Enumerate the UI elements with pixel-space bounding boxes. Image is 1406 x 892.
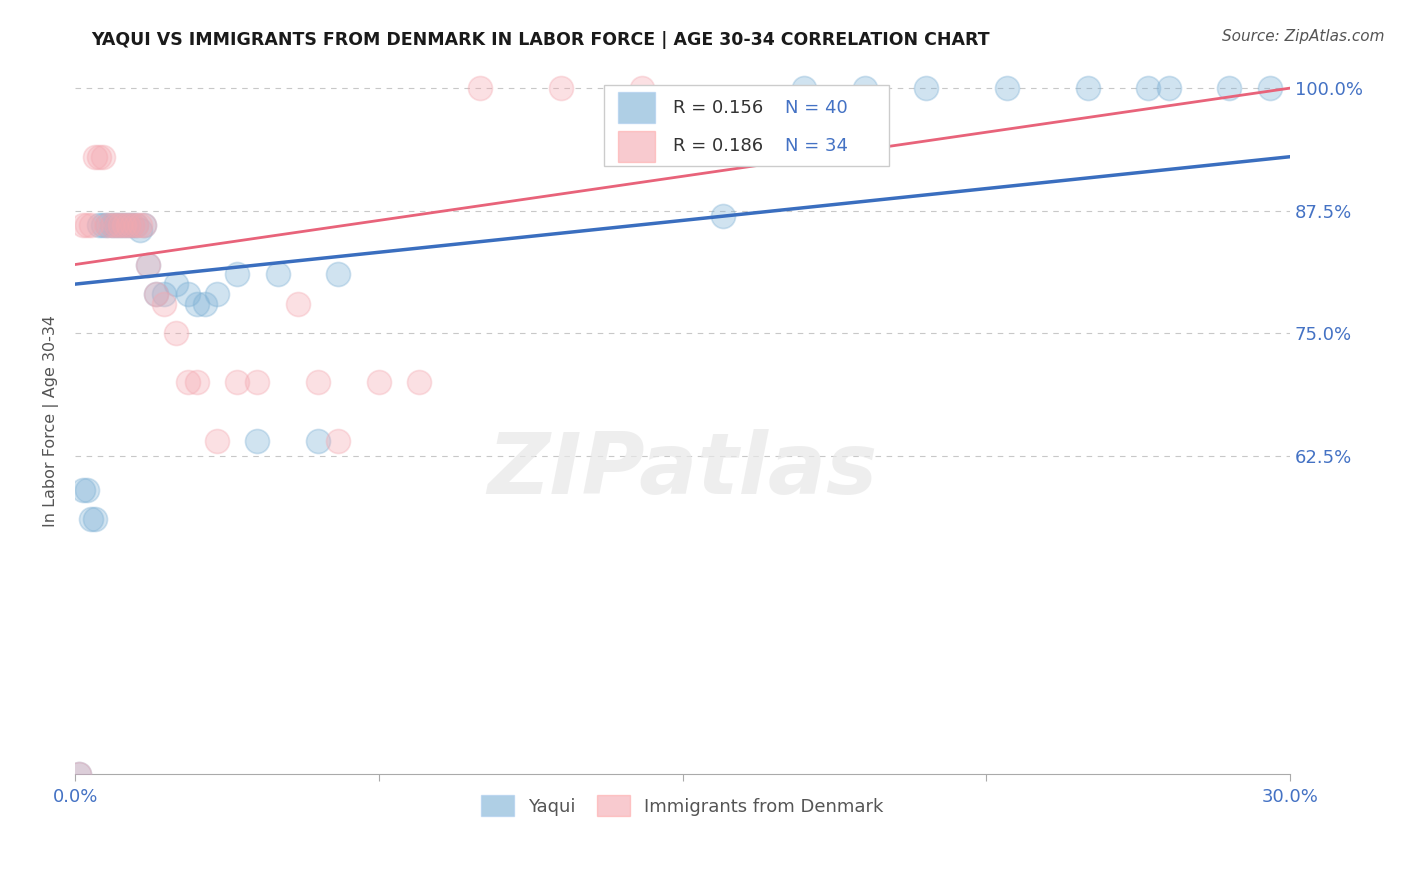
Point — [266, 268, 288, 282]
Text: R = 0.156: R = 0.156 — [673, 98, 763, 117]
Text: YAQUI VS IMMIGRANTS FROM DENMARK IN LABOR FORCE | AGE 30-34 CORRELATION CHART: YAQUI VS IMMIGRANTS FROM DENMARK IN LABO… — [91, 31, 990, 49]
Point — [328, 268, 350, 282]
Point — [153, 287, 176, 301]
Point — [186, 375, 208, 389]
Point — [853, 81, 876, 95]
Point — [76, 219, 98, 233]
Point — [89, 150, 111, 164]
Point — [104, 219, 127, 233]
Point — [136, 258, 159, 272]
Text: N = 34: N = 34 — [785, 137, 848, 155]
FancyBboxPatch shape — [619, 92, 655, 123]
Point — [84, 512, 107, 526]
Y-axis label: In Labor Force | Age 30-34: In Labor Force | Age 30-34 — [44, 316, 59, 527]
Point — [165, 277, 187, 292]
FancyBboxPatch shape — [603, 85, 889, 166]
Point — [108, 219, 131, 233]
Point — [995, 81, 1018, 95]
Point — [1076, 81, 1098, 95]
Point — [100, 219, 122, 233]
Point — [153, 296, 176, 310]
Point — [112, 219, 135, 233]
Point — [711, 209, 734, 223]
Point — [128, 219, 150, 233]
Point — [177, 375, 200, 389]
Point — [145, 287, 167, 301]
Text: Source: ZipAtlas.com: Source: ZipAtlas.com — [1222, 29, 1385, 44]
Point — [186, 296, 208, 310]
Point — [205, 434, 228, 448]
Point — [205, 287, 228, 301]
Text: N = 40: N = 40 — [785, 98, 848, 117]
Point — [1137, 81, 1160, 95]
Point — [125, 219, 148, 233]
Point — [121, 219, 143, 233]
Point — [367, 375, 389, 389]
Point — [112, 219, 135, 233]
Point — [128, 223, 150, 237]
Point — [67, 767, 90, 781]
Point — [117, 219, 139, 233]
Point — [307, 434, 329, 448]
Point — [136, 258, 159, 272]
Point — [1258, 81, 1281, 95]
Point — [1218, 81, 1240, 95]
Point — [72, 483, 94, 497]
Point — [1157, 81, 1180, 95]
Point — [226, 268, 249, 282]
Point — [76, 483, 98, 497]
Point — [96, 219, 118, 233]
Point — [108, 219, 131, 233]
Point — [177, 287, 200, 301]
Point — [246, 375, 269, 389]
Point — [307, 375, 329, 389]
Point — [132, 219, 155, 233]
Point — [117, 219, 139, 233]
Point — [328, 434, 350, 448]
Point — [125, 219, 148, 233]
Point — [80, 512, 103, 526]
Point — [468, 81, 491, 95]
Point — [246, 434, 269, 448]
Point — [287, 296, 309, 310]
Point — [132, 219, 155, 233]
Point — [194, 296, 217, 310]
Point — [96, 219, 118, 233]
Point — [93, 219, 115, 233]
Point — [89, 219, 111, 233]
Point — [72, 219, 94, 233]
Point — [84, 150, 107, 164]
Point — [104, 219, 127, 233]
Text: R = 0.186: R = 0.186 — [673, 137, 763, 155]
Point — [100, 219, 122, 233]
Point — [550, 81, 572, 95]
Point — [80, 219, 103, 233]
FancyBboxPatch shape — [619, 131, 655, 162]
Legend: Yaqui, Immigrants from Denmark: Yaqui, Immigrants from Denmark — [472, 786, 893, 825]
Point — [145, 287, 167, 301]
Point — [631, 81, 654, 95]
Point — [793, 81, 815, 95]
Point — [165, 326, 187, 340]
Point — [121, 219, 143, 233]
Text: ZIPatlas: ZIPatlas — [488, 429, 877, 512]
Point — [67, 767, 90, 781]
Point — [408, 375, 430, 389]
Point — [226, 375, 249, 389]
Point — [93, 150, 115, 164]
Point — [914, 81, 936, 95]
